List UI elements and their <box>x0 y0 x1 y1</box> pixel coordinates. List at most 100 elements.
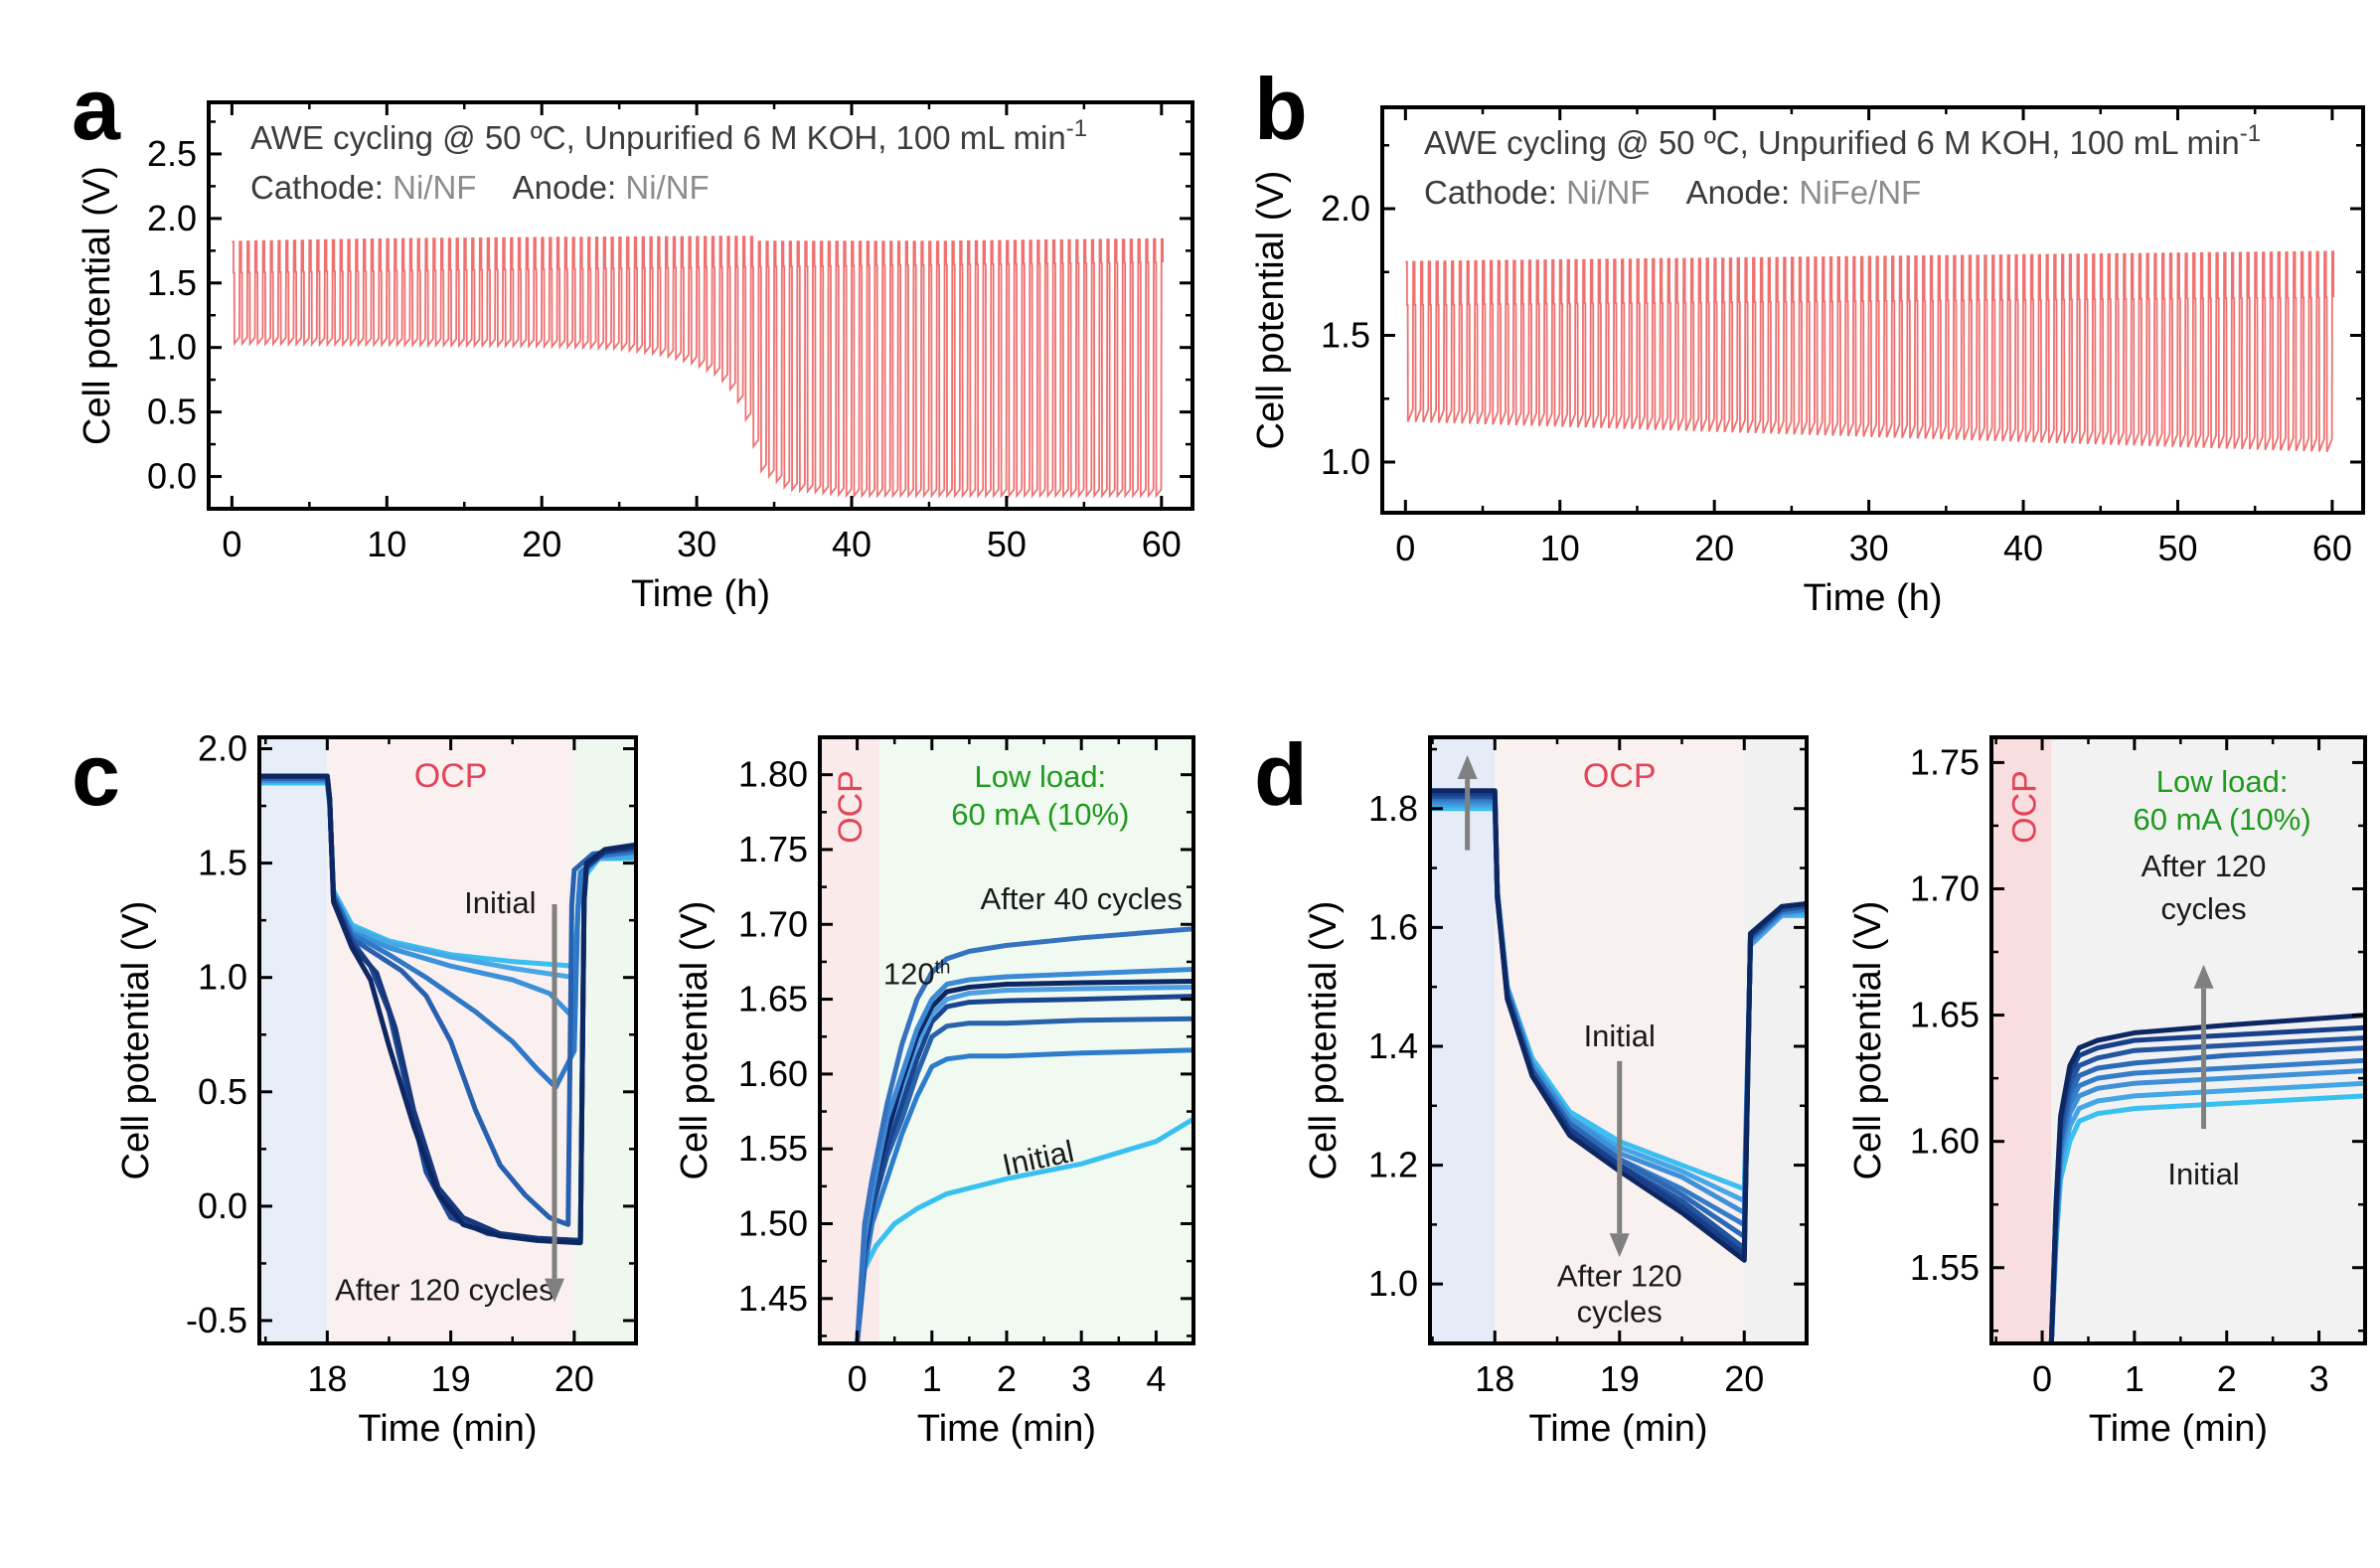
y-tick-label: 0.0 <box>147 456 197 497</box>
x-tick-label: 0 <box>222 524 241 564</box>
load-label-line2: 60 mA (10%) <box>2133 802 2310 837</box>
ocp-label: OCP <box>2005 770 2043 844</box>
x-axis-label: Time (min) <box>917 1408 1096 1450</box>
y-tick-label: 1.70 <box>1910 868 1980 909</box>
info-title-superscript: -1 <box>2240 120 2261 147</box>
arrow-head <box>544 1278 564 1303</box>
plot-area <box>259 737 636 1343</box>
y-tick-label: 1.2 <box>1368 1145 1418 1185</box>
y-axis-label: Cell potential (V) <box>115 901 157 1180</box>
x-tick-label: 20 <box>1694 528 1734 568</box>
y-axis-label: Cell potential (V) <box>1250 171 1292 450</box>
y-tick-label: 1.5 <box>1321 315 1370 356</box>
shaded-region-0 <box>1991 737 2052 1343</box>
y-tick-label: 2.0 <box>1321 188 1370 229</box>
y-tick-label: 1.5 <box>198 843 247 883</box>
annotation-120th-suffix: th <box>935 958 951 979</box>
x-tick-label: 40 <box>2003 528 2043 568</box>
arrow-head <box>1609 1233 1630 1258</box>
x-tick-label: 10 <box>1540 528 1580 568</box>
x-axis-label: Time (min) <box>1528 1408 1707 1450</box>
x-tick-label: 4 <box>1146 1358 1166 1399</box>
x-tick-label: 50 <box>2157 528 2197 568</box>
plot-area <box>232 235 1164 499</box>
x-tick-label: 30 <box>677 524 716 564</box>
anode-label: Anode: <box>513 169 626 206</box>
x-tick-label: 0 <box>2032 1358 2052 1399</box>
axes-frame <box>257 735 638 1345</box>
y-tick-label: 2.5 <box>147 133 197 174</box>
axes-frame <box>1380 105 2365 515</box>
y-tick-label: 1.4 <box>1368 1025 1418 1066</box>
x-axis-label: Time (h) <box>1803 577 1942 619</box>
series-after-120 <box>259 773 636 1246</box>
panel-label-b: b <box>1254 60 1308 158</box>
y-tick-label: 1.55 <box>1910 1247 1980 1288</box>
load-label-line1: Low load: <box>974 759 1106 794</box>
ocp-label: OCP <box>1583 757 1657 795</box>
anode-label: Anode: <box>1686 174 1800 211</box>
y-tick-label: 1.60 <box>738 1053 808 1094</box>
load-label-line2: 60 mA (10%) <box>951 797 1129 832</box>
trend-arrow <box>1609 1060 1630 1258</box>
plot-area <box>1991 737 2365 1343</box>
trend-arrow <box>2193 964 2214 1129</box>
y-tick-label: 1.6 <box>1368 906 1418 947</box>
x-tick-label: 20 <box>555 1358 594 1399</box>
info-title-main: AWE cycling @ 50 ºC, Unpurified 6 M KOH,… <box>1424 124 2240 161</box>
panel-label-c: c <box>72 725 120 824</box>
info-title-main: AWE cycling @ 50 ºC, Unpurified 6 M KOH,… <box>250 119 1066 156</box>
x-axis-label: Time (min) <box>2089 1408 2268 1450</box>
x-tick-label: 50 <box>987 524 1027 564</box>
y-tick-label: 1.70 <box>738 903 808 944</box>
panel-d-right: 0 1 2 3 1.55 1.60 1.65 1.70 1.75 Time (min) Cell p… <box>1847 735 2367 1450</box>
x-tick-label: 60 <box>1142 524 1182 564</box>
y-tick-label: 1.65 <box>1910 995 1980 1035</box>
x-tick-label: 20 <box>522 524 561 564</box>
y-axis-label: Cell potential (V) <box>1847 901 1889 1180</box>
x-tick-label: 19 <box>1600 1358 1640 1399</box>
series-after-120 <box>2048 1013 2365 1343</box>
x-tick-label: 40 <box>832 524 872 564</box>
annotation-after-120-line1: After 120 <box>1557 1259 1682 1294</box>
shaded-region-0 <box>259 737 328 1343</box>
y-tick-label: 1.0 <box>1321 441 1370 482</box>
cathode-label: Cathode: <box>250 169 393 206</box>
arrow-head <box>2193 964 2214 989</box>
panel-label-d: d <box>1254 725 1308 824</box>
cathode-value: Ni/NF <box>393 169 475 206</box>
x-tick-label: 2 <box>997 1358 1017 1399</box>
plot-area <box>1405 250 2335 453</box>
anode-value: NiFe/NF <box>1799 174 1921 211</box>
y-tick-label: 1.0 <box>198 957 247 998</box>
y-tick-label: 2.0 <box>147 198 197 238</box>
cathode-value: Ni/NF <box>1566 174 1649 211</box>
arrow-head <box>1457 754 1478 779</box>
annotation-initial: Initial <box>1584 1019 1656 1053</box>
annotation-after-120-line1: After 120 <box>2142 849 2267 883</box>
y-tick-label: 1.8 <box>1368 788 1418 829</box>
y-tick-label: 1.0 <box>147 327 197 368</box>
y-tick-label: 2.0 <box>198 728 247 769</box>
annotation-120th: 120th <box>883 957 951 992</box>
annotation-after-40: After 40 cycles <box>981 881 1183 916</box>
x-tick-label: 0 <box>848 1358 868 1399</box>
y-tick-label: 1.5 <box>147 262 197 303</box>
y-tick-label: 1.60 <box>1910 1121 1980 1162</box>
y-tick-label: 0.5 <box>198 1071 247 1112</box>
x-tick-label: 10 <box>367 524 406 564</box>
x-tick-label: 1 <box>922 1358 942 1399</box>
shaded-region-0 <box>1430 737 1496 1343</box>
x-axis-label: Time (min) <box>358 1408 537 1450</box>
series-after-40 <box>855 926 1193 1343</box>
axes-frame <box>207 100 1194 511</box>
annotation-after-120-line2: cycles <box>2160 891 2246 926</box>
annotation-120th-number: 120 <box>883 957 935 992</box>
x-axis-label: Time (h) <box>631 573 770 615</box>
y-tick-label: 0.5 <box>147 392 197 432</box>
axes-frame <box>1989 735 2367 1345</box>
x-tick-label: 3 <box>1071 1358 1091 1399</box>
cycling-series <box>232 235 1164 499</box>
annotation-after-120: After 120 cycles <box>335 1272 555 1307</box>
info-electrodes: Cathode: Ni/NF Anode: NiFe/NF <box>1424 174 1921 211</box>
